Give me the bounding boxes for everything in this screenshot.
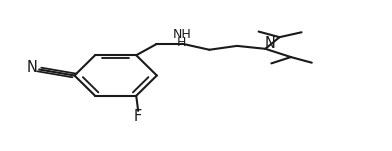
Text: H: H [177, 36, 187, 49]
Text: NH: NH [172, 28, 191, 41]
Text: N: N [265, 36, 276, 51]
Text: N: N [27, 60, 38, 75]
Text: F: F [134, 109, 142, 124]
